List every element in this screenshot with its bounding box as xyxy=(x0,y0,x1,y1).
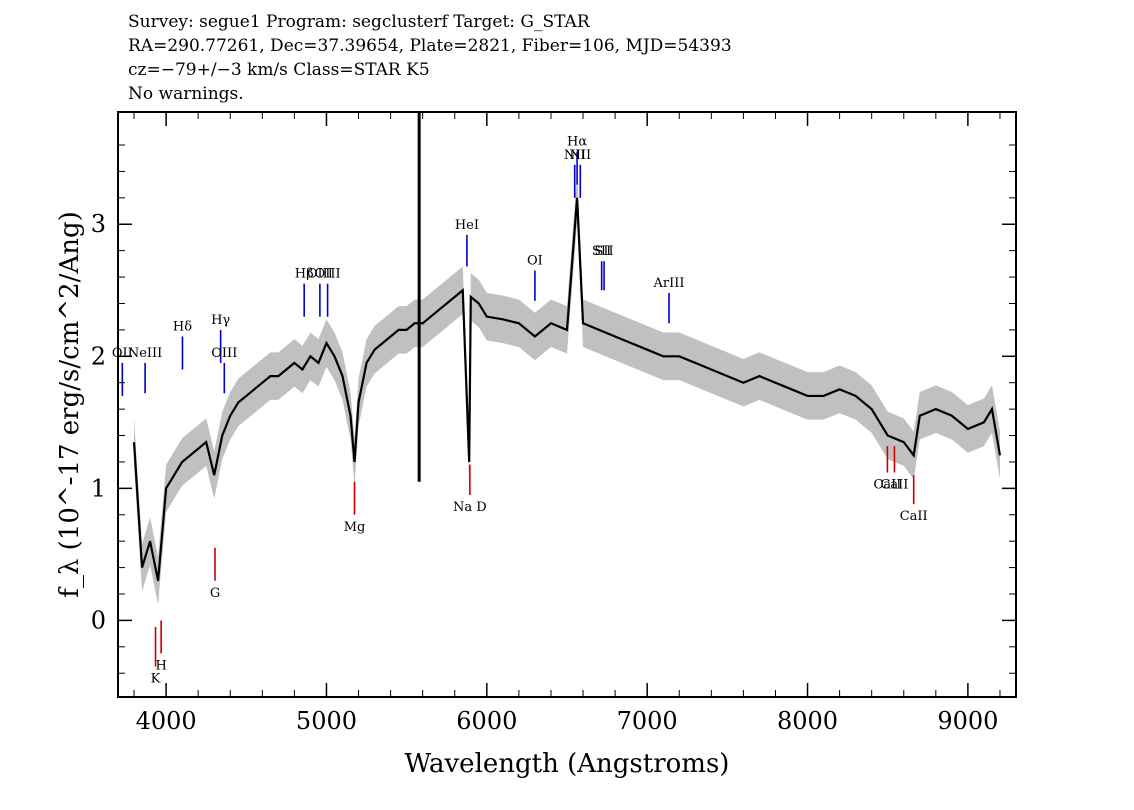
line-label-k: K xyxy=(151,672,161,687)
y-tick-label: 3 xyxy=(91,210,106,238)
y-axis-label: f_λ (10^-17 erg/s/cm^2/Ang) xyxy=(55,211,85,597)
header-redshift-line: cz=−79+/−3 km/s Class=STAR K5 xyxy=(128,60,430,80)
line-label-nii: NII xyxy=(564,148,586,163)
x-tick-label: 8000 xyxy=(777,707,838,735)
line-label-na-d: Na D xyxy=(453,500,487,515)
line-label-caii: CaII xyxy=(873,478,901,493)
line-label-hγ: Hγ xyxy=(211,313,230,328)
header-survey-line: Survey: segue1 Program: segclusterf Targ… xyxy=(128,12,590,32)
y-tick-label: 0 xyxy=(91,606,106,634)
line-label-oiii: OIII xyxy=(211,346,237,361)
x-tick-label: 9000 xyxy=(937,707,998,735)
error-band xyxy=(134,174,1000,605)
line-label-nii: NII xyxy=(569,148,591,163)
y-tick-label: 2 xyxy=(91,342,106,370)
x-tick-label: 4000 xyxy=(136,707,197,735)
flux-series xyxy=(132,112,1002,582)
line-label-sii: SII xyxy=(594,244,613,259)
line-label-h: H xyxy=(155,658,166,673)
flux-error-band xyxy=(134,174,1000,605)
line-label-hei: HeI xyxy=(455,218,479,233)
line-label-neiii: NeIII xyxy=(128,346,162,361)
flux-line xyxy=(132,197,1002,582)
header-coordinates-line: RA=290.77261, Dec=37.39654, Plate=2821, … xyxy=(128,36,732,56)
line-label-hδ: Hδ xyxy=(173,319,192,334)
line-label-caii: CaII xyxy=(900,509,928,524)
x-axis-label: Wavelength (Angstroms) xyxy=(405,749,730,779)
line-label-g: G xyxy=(210,586,220,601)
line-label-caii: CaII xyxy=(880,478,908,493)
line-label-hα: Hα xyxy=(567,135,587,150)
line-label-oiii: OIII xyxy=(315,267,341,282)
line-label-oiii: OIII xyxy=(307,267,333,282)
line-label-sii: SII xyxy=(592,244,611,259)
line-label-mg: Mg xyxy=(344,520,366,535)
line-label-hβ: Hβ xyxy=(295,267,314,282)
plot-frame xyxy=(117,111,1017,698)
x-tick-label: 5000 xyxy=(296,707,357,735)
spectrum-header: Survey: segue1 Program: segclusterf Targ… xyxy=(128,10,732,106)
x-tick-label: 6000 xyxy=(456,707,517,735)
header-warnings-line: No warnings. xyxy=(128,84,244,104)
axis-ticks: 4000 5000 6000 7000 8000 9000 0 1 2 3 xyxy=(91,112,1016,735)
y-tick-label: 1 xyxy=(91,474,106,502)
line-label-ariii: ArIII xyxy=(652,276,684,291)
line-label-oi: OI xyxy=(527,253,543,268)
x-tick-label: 7000 xyxy=(617,707,678,735)
